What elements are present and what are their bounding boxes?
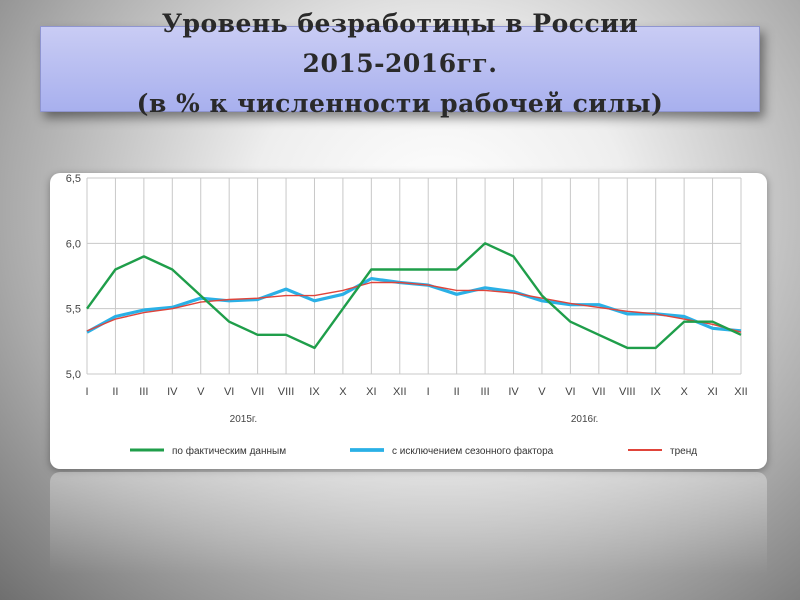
x-tick-label: VII xyxy=(592,386,605,398)
legend-label: по фактическим данным xyxy=(172,445,286,457)
chart-panel: 5,0 5,5 6,0 6,5 I II III IV V VI VII VIII IX X XI XII I… xyxy=(50,173,767,469)
x-tick-label: IX xyxy=(309,386,320,398)
x-tick-label: V xyxy=(538,386,546,398)
x-tick-label: II xyxy=(454,386,460,398)
x-tick-label: VII xyxy=(251,386,264,398)
x-tick-label: VI xyxy=(224,386,234,398)
grid xyxy=(86,177,742,375)
x-tick-label: IX xyxy=(650,386,661,398)
series-lines xyxy=(86,242,742,350)
y-tick-label: 6,5 xyxy=(66,173,81,185)
year-label: 2016г. xyxy=(571,414,598,425)
y-axis: 5,0 5,5 6,0 6,5 xyxy=(66,173,81,381)
x-tick-label: VI xyxy=(565,386,575,398)
x-tick-label: III xyxy=(481,386,490,398)
x-tick-label: II xyxy=(112,386,118,398)
title-line-1: Уровень безработицы в России xyxy=(161,9,639,38)
y-tick-label: 6,0 xyxy=(66,238,81,250)
x-tick-label: I xyxy=(85,386,88,398)
y-tick-label: 5,0 xyxy=(66,369,81,381)
x-tick-label: V xyxy=(197,386,205,398)
legend: по фактическим данным с исключением сезон… xyxy=(130,445,697,457)
x-axis: I II III IV V VI VII VIII IX X XI XII I II III IV V VI VII… xyxy=(85,386,747,425)
y-tick-label: 5,5 xyxy=(66,304,81,316)
x-tick-label: III xyxy=(139,386,148,398)
legend-label: с исключением сезонного фактора xyxy=(392,445,554,457)
x-tick-label: VIII xyxy=(619,386,636,398)
title-box xyxy=(40,26,760,112)
title-line-3: (в % к численности рабочей силы) xyxy=(136,89,664,118)
slide-title: Уровень безработицы в России 2015-2016гг… xyxy=(0,4,800,124)
legend-label: тренд xyxy=(670,446,697,457)
x-tick-label: X xyxy=(680,386,688,398)
x-tick-label: XI xyxy=(707,386,717,398)
unemployment-line-chart: 5,05,56,06,5 I II III IV V VI VII VIII IX X XI XII I… xyxy=(66,173,748,457)
series-line xyxy=(86,242,742,350)
x-tick-label: XII xyxy=(734,386,747,398)
series-line xyxy=(86,281,742,333)
x-tick-label: IV xyxy=(167,386,178,398)
x-tick-label: I xyxy=(427,386,430,398)
chart-reflection xyxy=(50,472,767,600)
year-label: 2015г. xyxy=(230,414,257,425)
x-tick-label: XII xyxy=(393,386,406,398)
x-tick-label: X xyxy=(339,386,347,398)
title-line-2: 2015-2016гг. xyxy=(302,49,498,78)
x-tick-label: XI xyxy=(366,386,376,398)
x-tick-label: VIII xyxy=(278,386,295,398)
x-tick-label: IV xyxy=(508,386,519,398)
